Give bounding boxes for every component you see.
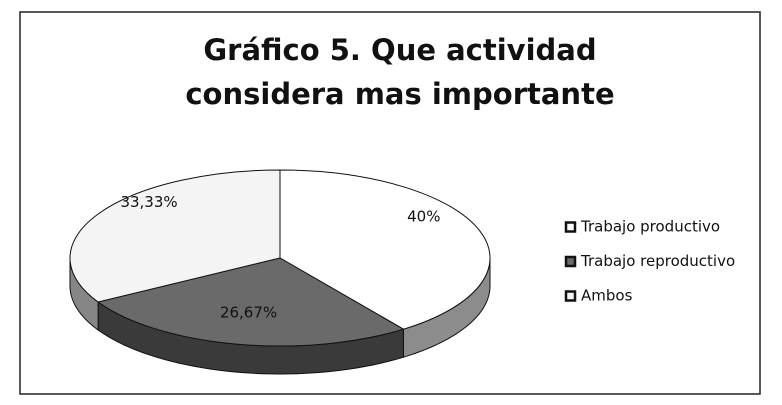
- pie-slice: [69, 169, 281, 303]
- legend-label: Ambos: [581, 287, 633, 305]
- legend-marker: [564, 255, 577, 268]
- legend-marker: [564, 221, 577, 233]
- data-label: 26,67%: [220, 304, 277, 322]
- pie-slice: [279, 169, 491, 330]
- legend-marker: [564, 290, 577, 302]
- pie-slice: [96, 257, 405, 347]
- chart-title: Gráfico 5. Que actividad considera mas i…: [185, 33, 615, 111]
- data-label: 33,33%: [120, 193, 177, 211]
- data-label: 40%: [407, 207, 440, 225]
- legend-label: Trabajo reproductivo: [580, 252, 735, 270]
- legend-label: Trabajo productivo: [580, 218, 720, 236]
